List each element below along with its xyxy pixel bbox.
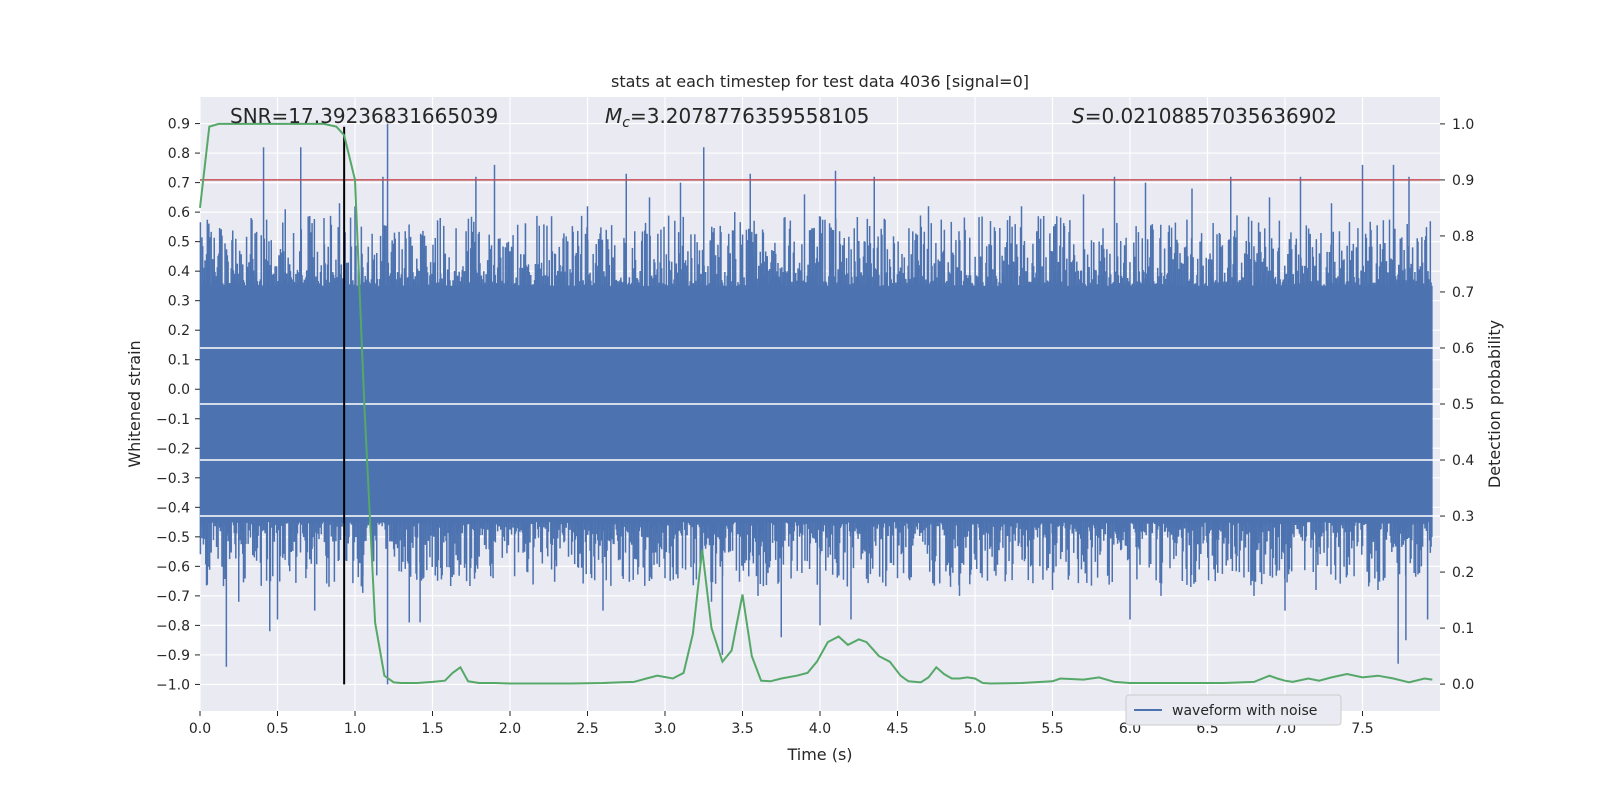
chirp-mass-annotation: Mc=3.2078776359558105 [605,104,869,131]
y-tick-label: 0.9 [168,117,190,133]
y2-axis-label: Detection probability [1485,320,1504,488]
x-tick-label: 2.5 [576,721,598,737]
y-tick-label: −0.6 [156,559,190,575]
y-tick-label: 0.3 [168,294,190,310]
y2-tick-labels: 1.0 0.9 0.8 0.7 0.6 0.5 0.4 0.3 0.2 0.1 0.0 [1440,117,1474,693]
x-tick-label: 4.5 [886,721,908,737]
y2-tick-label: 0.1 [1452,621,1474,637]
y2-tick-label: 0.2 [1452,565,1474,581]
x-tick-labels: 0.0 0.5 1.0 1.5 2.0 2.5 3.0 3.5 4.0 4.5 5.0 5.5 6.0 6… [189,711,1374,737]
y-tick-label: −0.1 [156,412,190,428]
y-tick-label: −0.4 [156,500,190,516]
x-tick-label: 5.5 [1041,721,1063,737]
x-tick-label: 1.5 [421,721,443,737]
x-axis-label: Time (s) [786,745,852,764]
y-tick-label: −0.8 [156,618,190,634]
y2-tick-label: 0.6 [1452,341,1474,357]
y2-tick-label: 0.4 [1452,453,1474,469]
x-tick-label: 3.0 [654,721,676,737]
y-tick-label: 0.4 [168,264,190,280]
legend: waveform with noise [1125,694,1342,726]
detection-probability-line [199,122,1433,685]
y2-tick-label: 0.0 [1452,677,1474,693]
y2-tick-label: 0.7 [1452,285,1474,301]
x-tick-label: 7.5 [1351,721,1373,737]
y-tick-label: 0.5 [168,235,190,251]
y-tick-label: 0.6 [168,205,190,221]
legend-label: waveform with noise [1172,703,1317,719]
y2-tick-label: 0.5 [1452,397,1474,413]
x-tick-label: 0.0 [189,721,211,737]
x-tick-label: 1.0 [344,721,366,737]
y-tick-label: 0.2 [168,323,190,339]
x-tick-label: 3.5 [731,721,753,737]
y-tick-label: −0.9 [156,648,190,664]
s-annotation: S=0.02108857035636902 [1072,104,1337,128]
y2-tick-label: 0.8 [1452,229,1474,245]
snr-annotation: SNR=17.39236831665039 [230,104,498,128]
x-tick-label: 2.0 [499,721,521,737]
y-tick-labels: 0.9 0.8 0.7 0.6 0.5 0.4 0.3 0.2 0.1 0.0 −0.1 −0.2 −0… [156,117,200,693]
y2-tick-label: 0.9 [1452,173,1474,189]
legend-box [1125,694,1342,726]
y-tick-label: −1.0 [156,677,190,693]
y-tick-label: −0.2 [156,441,190,457]
y-tick-label: 0.7 [168,176,190,192]
waveform-series [199,123,1440,685]
y-tick-label: −0.5 [156,530,190,546]
x-tick-label: 4.0 [809,721,831,737]
y-tick-label: −0.3 [156,471,190,487]
y2-tick-label: 0.3 [1452,509,1474,525]
y-tick-label: 0.0 [168,382,190,398]
chart-title: stats at each timestep for test data 403… [611,72,1029,91]
x-tick-label: 5.0 [964,721,986,737]
y-tick-label: 0.1 [168,353,190,369]
x-tick-label: 0.5 [266,721,288,737]
y-tick-label: −0.7 [156,589,190,605]
y2-tick-label: 1.0 [1452,117,1474,133]
y-axis-label: Whitened strain [125,340,144,467]
y-tick-label: 0.8 [168,146,190,162]
